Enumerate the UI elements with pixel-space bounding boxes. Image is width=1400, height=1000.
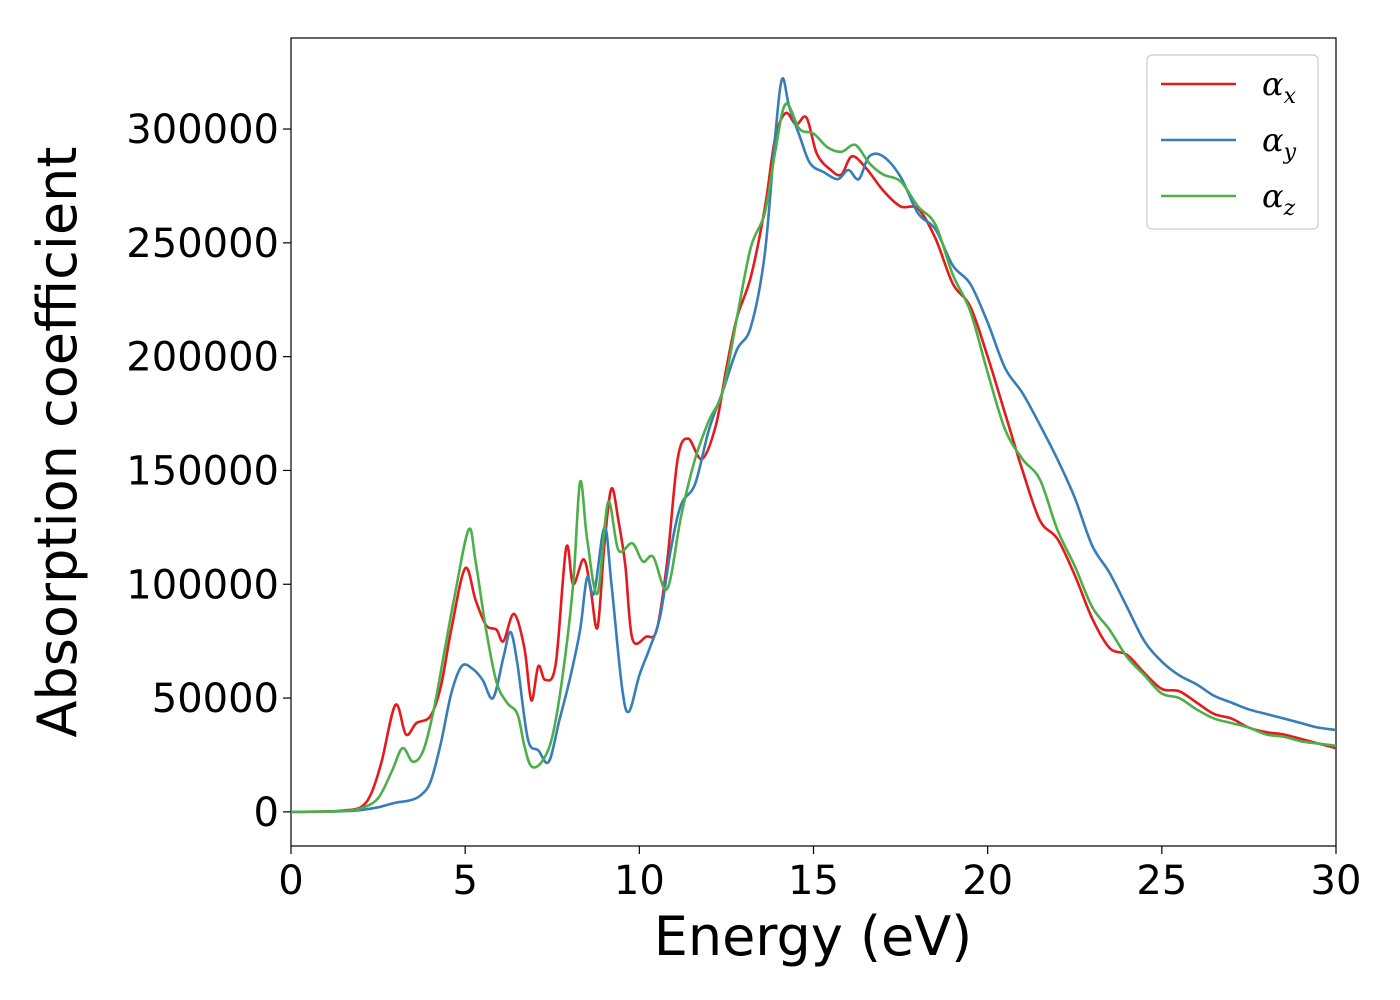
series-line-alpha-y	[291, 77, 1336, 814]
y-tick-label: 200000	[126, 335, 279, 381]
x-tick-label: 0	[278, 858, 303, 904]
series-layer	[291, 77, 1336, 814]
y-tick-label: 300000	[126, 107, 279, 153]
y-axis-label: Absorption coefficient	[26, 147, 89, 738]
legend-box	[1146, 54, 1319, 230]
x-axis-label: Energy (eV)	[654, 905, 973, 968]
x-tick-label: 25	[1136, 858, 1187, 904]
x-tick-label: 30	[1311, 858, 1362, 904]
y-tick-label: 0	[254, 790, 279, 836]
y-axis-ticks: 0 50000 100000 150000 200000 250000 300000	[126, 107, 291, 836]
legend-label-alpha-x: αx	[1262, 65, 1297, 109]
legend-label-alpha-z: αz	[1262, 177, 1296, 221]
series-line-alpha-x	[291, 111, 1336, 814]
x-tick-label: 20	[962, 858, 1013, 904]
y-tick-label: 50000	[152, 676, 279, 722]
x-tick-label: 10	[614, 858, 665, 904]
y-tick-label: 100000	[126, 562, 279, 608]
legend: αx αy αz	[1146, 54, 1319, 230]
legend-label-alpha-y: αy	[1262, 121, 1297, 165]
x-tick-label: 15	[788, 858, 839, 904]
y-tick-label: 150000	[126, 448, 279, 494]
series-line-alpha-z	[291, 102, 1336, 814]
x-tick-label: 5	[452, 858, 477, 904]
x-axis-ticks: 0 5 10 15 20 25 30	[278, 846, 1361, 904]
y-tick-label: 250000	[126, 221, 279, 267]
